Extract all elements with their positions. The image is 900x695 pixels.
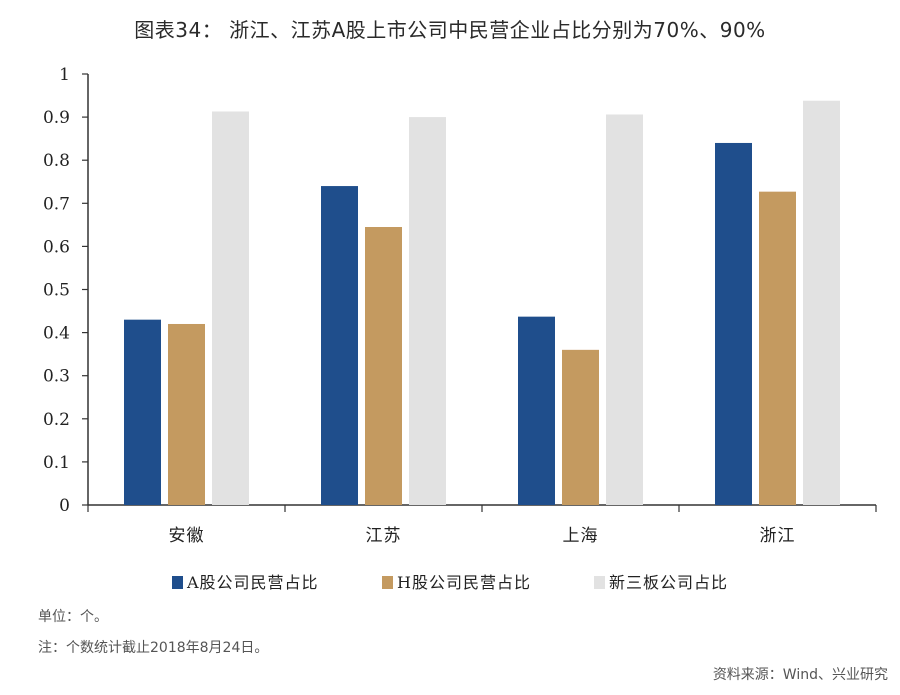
bar-a-share — [518, 316, 555, 505]
category-label: 上海 — [563, 526, 599, 546]
y-tick-label: 0 — [59, 496, 70, 516]
bar-neeq — [409, 117, 446, 505]
legend-swatch — [594, 576, 605, 589]
legend-swatch — [382, 576, 393, 589]
y-tick-label: 1 — [59, 65, 70, 85]
chart-title: 图表34： 浙江、江苏A股上市公司中民营企业占比分别为70%、90% — [134, 18, 766, 42]
bar-h-share — [168, 323, 205, 505]
y-tick-label: 0.5 — [43, 281, 70, 301]
legend-swatch — [172, 576, 183, 589]
y-tick-label: 0.1 — [43, 453, 70, 473]
legend-label: H股公司民营占比 — [397, 573, 531, 592]
y-tick-label: 0.3 — [43, 367, 70, 387]
category-label: 江苏 — [366, 526, 402, 546]
y-tick-label: 0.9 — [43, 108, 70, 128]
bar-neeq — [212, 111, 249, 505]
bar-a-share — [321, 186, 358, 505]
x-axis: 安徽 江苏 上海 浙江 — [87, 504, 877, 546]
legend-label: 新三板公司占比 — [609, 573, 728, 592]
bar-neeq — [803, 100, 840, 506]
legend: A股公司民营占比 H股公司民营占比 新三板公司占比 — [172, 573, 728, 592]
y-tick-label: 0.4 — [43, 324, 70, 344]
y-axis: 0 0.1 0.2 0.3 0.4 0.5 0.6 0.7 0.8 0.9 1 — [43, 65, 89, 516]
legend-label: A股公司民营占比 — [186, 573, 319, 592]
bar-a-share — [715, 142, 752, 505]
y-tick-label: 0.2 — [43, 410, 70, 430]
bar-h-share — [562, 349, 599, 505]
bar-a-share — [124, 319, 161, 505]
unit-note: 单位：个。 — [38, 609, 108, 625]
bar-h-share — [759, 191, 796, 505]
category-label: 浙江 — [760, 526, 796, 546]
y-tick-label: 0.6 — [43, 237, 70, 257]
bar-h-share — [365, 227, 402, 505]
source-note: 资料来源：Wind、兴业研究 — [712, 667, 888, 683]
bars — [124, 100, 840, 506]
y-tick-label: 0.8 — [43, 151, 70, 171]
date-note: 注：个数统计截止2018年8月24日。 — [38, 640, 269, 656]
bar-neeq — [606, 114, 643, 505]
y-tick-label: 0.7 — [43, 194, 70, 214]
category-label: 安徽 — [169, 526, 205, 546]
